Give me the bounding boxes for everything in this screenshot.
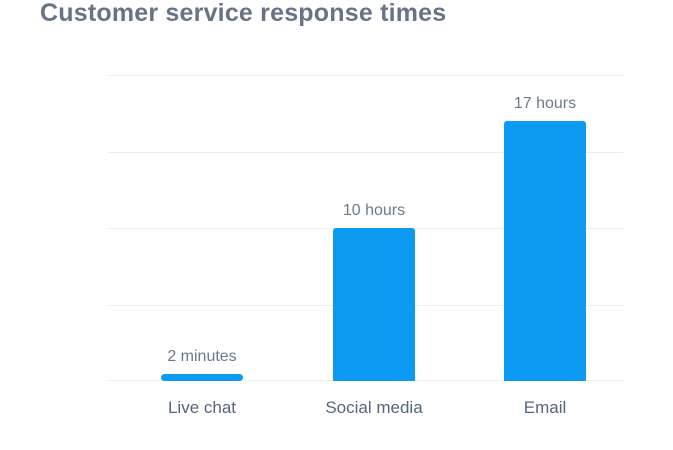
bar-social-media — [333, 228, 415, 381]
value-label: 2 minutes — [167, 348, 237, 365]
bar-chart-plot: 2 minutes Live chat 10 hours Social media 17… — [108, 75, 623, 417]
gridline — [108, 75, 623, 76]
value-label: 10 hours — [342, 202, 406, 219]
category-label: Live chat — [167, 398, 237, 417]
value-label: 17 hours — [513, 95, 577, 112]
gridline — [108, 152, 623, 153]
chart-title: Customer service response times — [40, 0, 447, 27]
category-label: Email — [523, 398, 567, 417]
bar-live-chat — [161, 374, 243, 381]
category-label: Social media — [325, 398, 423, 417]
bar-email — [504, 121, 586, 381]
